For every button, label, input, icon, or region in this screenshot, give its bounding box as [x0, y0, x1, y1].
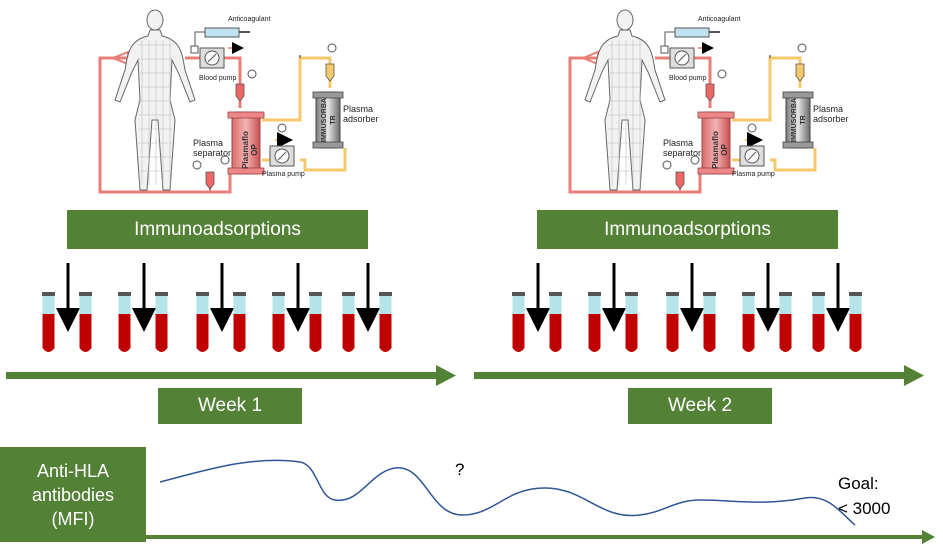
plasma-adsorber-icon	[312, 91, 344, 149]
blood-tube-before-week-2-session-2	[588, 292, 601, 352]
blood-tube-after-week-1-session-5	[379, 292, 392, 352]
blood-tube-after-week-2-session-2	[625, 292, 638, 352]
antibody-level-curve	[159, 459, 856, 526]
separator-device-label: PlasmafloOP	[241, 131, 259, 169]
blood-tube-before-week-1-session-3	[196, 292, 209, 352]
blood-tube-before-week-1-session-5	[342, 292, 355, 352]
goal-label-line-1: Goal:	[838, 474, 879, 493]
pressure-gauge-icon	[717, 69, 727, 79]
plasma-adsorber-label: Plasma adsorber	[343, 104, 379, 124]
blood-tube-before-week-2-session-4	[742, 292, 755, 352]
anticoagulant-syringe-icon	[668, 27, 720, 38]
blood-return-line	[98, 56, 232, 194]
plasma-separator-icon	[227, 111, 265, 175]
blood-return-line	[568, 56, 702, 194]
drip-chamber-icon	[795, 63, 805, 82]
blood-tube-after-week-2-session-5	[849, 292, 862, 352]
anticoagulant-label: Anticoagulant	[698, 16, 740, 23]
antibody-axis-line	[146, 535, 924, 539]
drip-chamber-icon	[325, 63, 335, 82]
adsorber-device-label: IMMUSORBA TR	[321, 98, 337, 142]
human-body-icon	[584, 9, 666, 191]
plasma-pump-label: Plasma pump	[732, 171, 775, 178]
drip-chamber-icon	[675, 171, 685, 190]
plasma-pump-icon	[739, 145, 765, 167]
blood-tube-after-week-1-session-4	[309, 292, 322, 352]
pressure-gauge-icon	[220, 155, 230, 165]
blood-tube-before-week-2-session-1	[512, 292, 525, 352]
plasma-adsorber-label: Plasma adsorber	[813, 104, 849, 124]
plasma-separator-icon	[697, 111, 735, 175]
pressure-gauge-icon	[327, 43, 337, 53]
plasma-adsorber-icon	[782, 91, 814, 149]
blood-tube-before-week-1-session-1	[42, 292, 55, 352]
plasma-pump-icon	[269, 145, 295, 167]
week-1-timeline-arrow	[6, 365, 456, 386]
goal-label-line-2: < 3000	[838, 499, 890, 518]
separator-device-label: PlasmafloOP	[711, 131, 729, 169]
pressure-gauge-icon	[797, 43, 807, 53]
blood-tube-after-week-1-session-1	[79, 292, 92, 352]
pressure-gauge-icon	[192, 160, 202, 170]
blood-pump-icon	[669, 47, 695, 69]
pressure-gauge-icon	[662, 160, 672, 170]
blood-tube-after-week-2-session-1	[549, 292, 562, 352]
blood-tube-before-week-2-session-3	[666, 292, 679, 352]
pressure-gauge-icon	[277, 123, 287, 133]
question-mark: ?	[455, 460, 464, 479]
blood-tube-after-week-2-session-3	[703, 292, 716, 352]
blood-tube-after-week-1-session-3	[233, 292, 246, 352]
blood-pump-label: Blood pump	[199, 75, 236, 82]
blood-tube-after-week-2-session-4	[779, 292, 792, 352]
plasma-separator-label: Plasma separator	[193, 138, 231, 158]
immunoadsorptions-label-week-1: Immunoadsorptions	[67, 210, 368, 249]
antibody-label-line-2: antibodies	[31, 484, 115, 505]
anticoagulant-syringe-icon	[198, 27, 250, 38]
drip-chamber-icon	[235, 83, 245, 102]
week-1-label: Week 1	[158, 388, 302, 424]
antibody-label-line-3: (MFI)	[51, 508, 95, 529]
immunoadsorptions-label-week-2: Immunoadsorptions	[537, 210, 838, 249]
anti-hla-antibodies-label: Anti-HLA antibodies (MFI)	[0, 447, 146, 542]
blood-tube-before-week-2-session-5	[812, 292, 825, 352]
plasma-separator-label: Plasma separator	[663, 138, 701, 158]
blood-pump-icon	[199, 47, 225, 69]
human-body-icon	[114, 9, 196, 191]
week-2-label: Week 2	[628, 388, 772, 424]
pressure-gauge-icon	[747, 123, 757, 133]
blood-tube-before-week-1-session-2	[118, 292, 131, 352]
anticoagulant-label: Anticoagulant	[228, 16, 270, 23]
blood-tube-before-week-1-session-4	[272, 292, 285, 352]
pressure-gauge-icon	[247, 69, 257, 79]
pressure-gauge-icon	[690, 155, 700, 165]
antibody-axis-arrowhead	[922, 530, 935, 544]
drip-chamber-icon	[705, 83, 715, 102]
drip-chamber-icon	[205, 171, 215, 190]
adsorber-device-label: IMMUSORBA TR	[791, 98, 807, 142]
week-2-timeline-arrow	[474, 365, 924, 386]
blood-tube-after-week-1-session-2	[155, 292, 168, 352]
plasma-pump-label: Plasma pump	[262, 171, 305, 178]
antibody-label-line-1: Anti-HLA	[36, 460, 110, 481]
blood-pump-label: Blood pump	[669, 75, 706, 82]
